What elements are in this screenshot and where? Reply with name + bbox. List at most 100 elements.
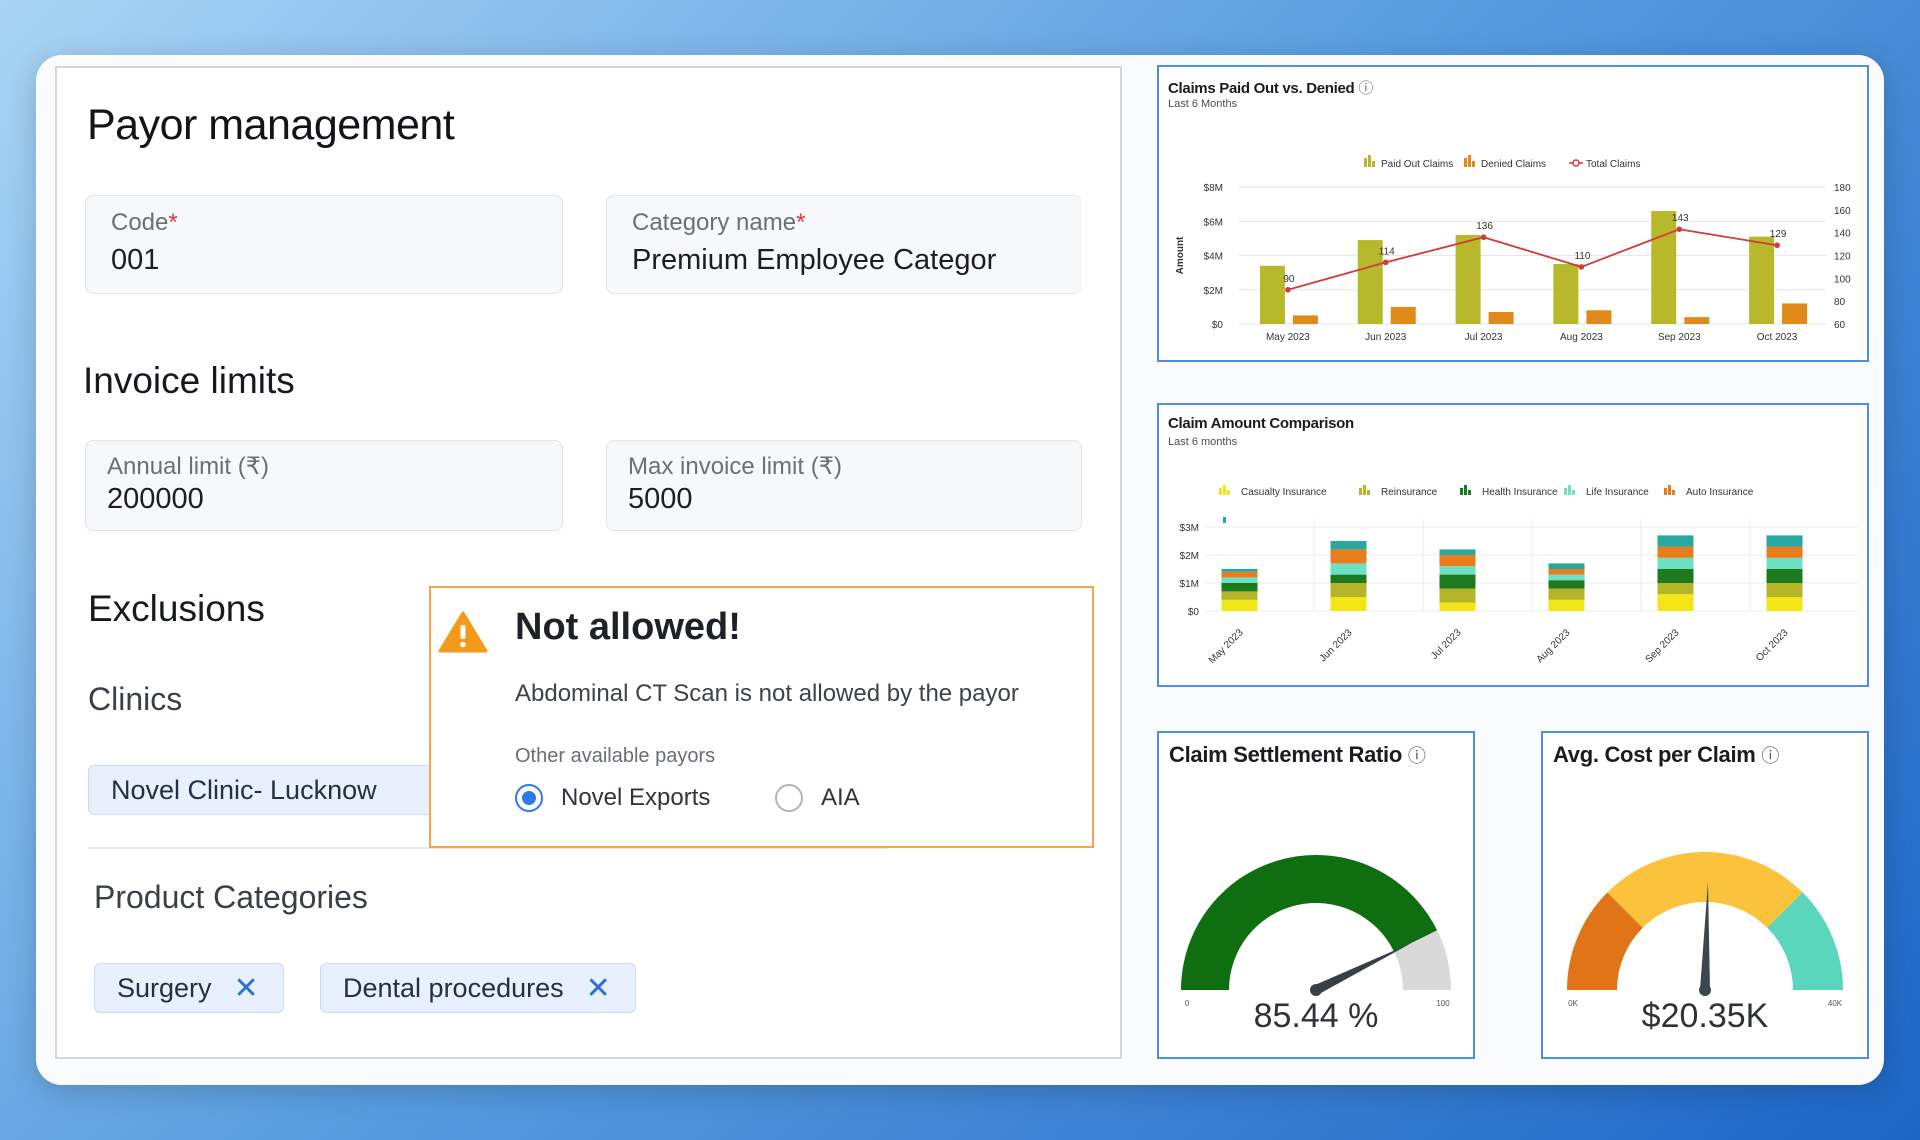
- claims-paid-vs-denied-chart: Claims Paid Out vs. Denied ⓘ Last 6 Mont…: [1157, 65, 1869, 362]
- not-allowed-alert: Not allowed! Abdominal CT Scan is not al…: [429, 586, 1094, 848]
- bar: [1488, 312, 1514, 324]
- legend-swatch-icon: [1468, 155, 1471, 167]
- y-tick-label: $0: [1188, 607, 1200, 618]
- stacked-bar-segment: [1221, 569, 1258, 572]
- legend-label: Health Insurance: [1482, 487, 1558, 498]
- stacked-bar-segment: [1657, 583, 1694, 595]
- stacked-bar-segment: [1548, 563, 1585, 569]
- legend-swatch-icon: [1363, 485, 1366, 495]
- code-field[interactable]: Code* 001: [85, 195, 563, 294]
- legend-label: Total Claims: [1586, 159, 1640, 170]
- bar: [1684, 317, 1710, 324]
- y-tick-label: $2M: [1180, 551, 1199, 562]
- legend-label: Casualty Insurance: [1241, 487, 1327, 498]
- gauge-needle: [1313, 942, 1412, 995]
- stacked-bar-segment: [1548, 574, 1585, 581]
- y2-tick-label: 120: [1834, 252, 1851, 263]
- x-tick-label: Aug 2023: [1560, 332, 1603, 343]
- chart-title: Claims Paid Out vs. Denied ⓘ: [1168, 80, 1374, 97]
- x-tick-label: May 2023: [1207, 627, 1246, 666]
- stacked-bar-segment: [1548, 588, 1585, 600]
- bar: [1455, 234, 1481, 324]
- divider: [88, 847, 888, 849]
- category-name-label: Category name*: [632, 209, 806, 236]
- legend-swatch-icon: [1664, 488, 1667, 495]
- invoice-limits-heading: Invoice limits: [83, 360, 295, 401]
- payor-option-aia[interactable]: AIA: [775, 784, 860, 812]
- stacked-bar-segment: [1330, 597, 1367, 611]
- y-tick-label: $0: [1212, 320, 1224, 331]
- data-label: 136: [1476, 221, 1493, 232]
- annual-limit-label: Annual limit (₹): [107, 453, 269, 480]
- gauge-title: Avg. Cost per Claim ⓘ: [1553, 742, 1780, 767]
- y-tick-label: $8M: [1204, 183, 1223, 194]
- x-tick-label: Jun 2023: [1365, 332, 1407, 343]
- x-tick-label: Aug 2023: [1535, 627, 1573, 665]
- close-icon[interactable]: ✕: [233, 971, 259, 1005]
- comparison-chart-svg: Casualty Insurance Reinsurance Health Insu…: [1180, 485, 1859, 666]
- max-invoice-limit-field[interactable]: Max invoice limit (₹) 5000: [606, 440, 1082, 531]
- code-value: 001: [111, 244, 160, 276]
- x-tick-label: Jul 2023: [1465, 332, 1503, 343]
- bar: [1259, 265, 1285, 324]
- clinic-chip-label: Novel Clinic- Lucknow: [111, 774, 377, 805]
- stacked-bar-segment: [1766, 583, 1803, 597]
- legend-swatch-icon: [1364, 158, 1367, 167]
- settlement-gauge-svg: 0 100: [1181, 854, 1451, 1008]
- legend-label: Paid Out Claims: [1381, 159, 1453, 170]
- product-chip-dental[interactable]: Dental procedures ✕: [320, 963, 636, 1013]
- radio-selected-icon[interactable]: [515, 784, 543, 812]
- stacked-bar-segment: [1439, 574, 1476, 589]
- legend-swatch-icon: [1227, 490, 1230, 495]
- stacked-bar-segment: [1221, 577, 1258, 583]
- product-chip-label: Dental procedures: [343, 972, 564, 1003]
- bar: [1749, 236, 1775, 324]
- legend-label: Auto Insurance: [1686, 487, 1754, 498]
- payor-option-label: Novel Exports: [561, 784, 711, 811]
- gauge-value: 85.44 %: [1253, 997, 1379, 1035]
- data-label: 114: [1379, 246, 1395, 257]
- annual-limit-field[interactable]: Annual limit (₹) 200000: [85, 440, 563, 531]
- bar: [1292, 315, 1318, 324]
- avg-cost-per-claim-gauge: Avg. Cost per Claim ⓘ 0K 40K $20.35K: [1541, 731, 1869, 1059]
- info-icon: ⓘ: [1358, 80, 1374, 97]
- info-icon: ⓘ: [1761, 746, 1780, 766]
- close-icon[interactable]: ✕: [585, 971, 611, 1005]
- gauge-needle-hub: [1310, 984, 1322, 996]
- legend-swatch-icon: [1372, 161, 1375, 167]
- radio-unselected-icon[interactable]: [775, 784, 803, 812]
- payor-option-novel-exports[interactable]: Novel Exports: [515, 784, 710, 812]
- y2-tick-label: 80: [1834, 297, 1846, 308]
- bar: [1651, 210, 1677, 324]
- series-line: [1287, 228, 1778, 291]
- stacked-bar-segment: [1439, 566, 1476, 575]
- product-categories-heading: Product Categories: [94, 879, 368, 915]
- x-tick-label: Jul 2023: [1429, 627, 1464, 662]
- legend-swatch-icon: [1472, 161, 1475, 167]
- y2-tick-label: 140: [1834, 229, 1851, 240]
- required-mark: *: [168, 209, 178, 236]
- chart-subtitle: Last 6 Months: [1168, 98, 1238, 110]
- category-name-field[interactable]: Category name* Premium Employee Categor: [606, 195, 1082, 294]
- legend-swatch-icon: [1223, 517, 1226, 523]
- y2-tick-label: 160: [1834, 206, 1851, 217]
- stacked-bar-segment: [1766, 535, 1803, 547]
- stacked-bar-segment: [1221, 599, 1258, 611]
- alert-message: Abdominal CT Scan is not allowed by the …: [515, 680, 1019, 707]
- legend-label: Reinsurance: [1381, 487, 1438, 498]
- gauge-segment: [1767, 892, 1843, 990]
- product-chip-surgery[interactable]: Surgery ✕: [94, 963, 284, 1013]
- x-tick-label: May 2023: [1266, 332, 1310, 343]
- stacked-bar-segment: [1766, 546, 1803, 558]
- bar: [1357, 240, 1383, 324]
- claims-chart-svg: Paid Out Claims Denied Claims Total Claims…: [1175, 155, 1851, 343]
- clinic-chip[interactable]: Novel Clinic- Lucknow: [88, 765, 468, 815]
- legend-swatch-icon: [1468, 490, 1471, 495]
- x-tick-label: Sep 2023: [1658, 332, 1701, 343]
- gauge-needle: [1700, 882, 1710, 991]
- payor-form-panel: Payor management Code* 001 Category name…: [55, 66, 1122, 1059]
- stacked-bar-segment: [1221, 571, 1258, 578]
- stacked-bar-segment: [1548, 569, 1585, 575]
- stacked-bar-segment: [1548, 580, 1585, 589]
- alert-title: Not allowed!: [515, 606, 741, 648]
